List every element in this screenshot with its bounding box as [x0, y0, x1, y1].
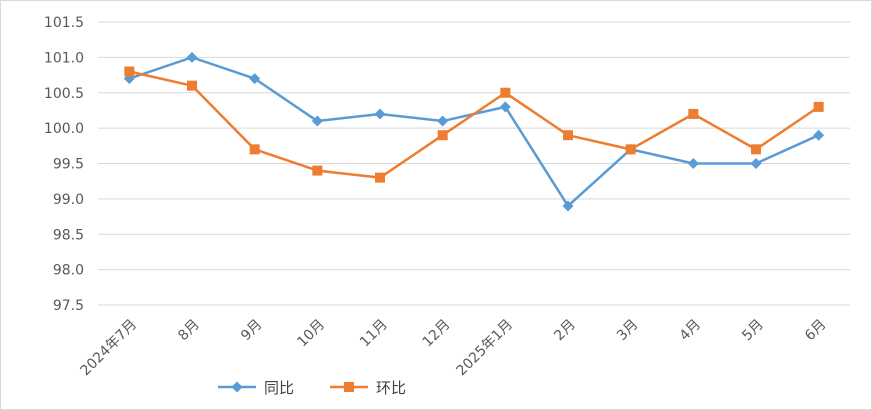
data-point [437, 115, 449, 127]
data-point [562, 200, 574, 212]
data-point [437, 130, 448, 141]
data-point [750, 158, 762, 169]
data-point [813, 129, 825, 141]
x-tick-label: 3月 [614, 317, 642, 345]
x-axis-tick-labels: 2024年7月 8月 9月 10月 11月 12月 2025年1月 2月 3月 4月 5月 6月 [78, 317, 830, 380]
x-tick-label: 11月 [357, 317, 391, 351]
data-point [249, 144, 260, 155]
y-tick-label: 100.5 [44, 86, 84, 102]
x-tick-label: 6月 [802, 317, 830, 345]
x-tick-label: 12月 [420, 317, 454, 351]
legend-label: 同比 [264, 379, 294, 397]
y-tick-label: 98.0 [53, 263, 84, 279]
data-point [688, 108, 699, 119]
y-tick-label: 101.5 [44, 15, 84, 31]
data-point [249, 73, 261, 85]
data-point [813, 101, 824, 112]
y-axis-tick-labels: 97.5 98.0 98.5 99.0 99.5 100.0 100.5 101.0 101.5 [44, 15, 84, 314]
data-point [751, 144, 761, 155]
y-tick-label: 97.5 [53, 298, 84, 314]
data-point [563, 130, 573, 141]
gridlines [98, 21, 850, 306]
x-tick-label: 2月 [551, 317, 579, 345]
x-tick-label: 2025年1月 [454, 317, 517, 380]
legend-label: 环比 [376, 379, 406, 397]
data-point [500, 87, 511, 98]
x-tick-label: 5月 [739, 317, 767, 345]
data-point [311, 115, 323, 127]
data-point [625, 144, 636, 155]
series-line-1 [128, 56, 820, 208]
x-tick-label: 10月 [294, 317, 328, 351]
series-line-2 [129, 70, 820, 179]
y-tick-label: 99.5 [53, 157, 84, 173]
data-point [187, 80, 197, 91]
y-tick-label: 99.0 [53, 192, 84, 208]
data-point [375, 172, 385, 183]
x-tick-label: 9月 [238, 317, 266, 345]
y-tick-label: 100.0 [44, 121, 84, 137]
data-point [499, 101, 511, 113]
data-point [124, 66, 135, 77]
legend-marker [344, 382, 354, 392]
x-tick-label: 8月 [175, 317, 203, 345]
x-tick-label: 2024年7月 [78, 317, 141, 380]
data-point [312, 165, 323, 176]
legend: 同比 环比 [218, 379, 406, 397]
x-tick-label: 4月 [677, 317, 705, 345]
data-point [374, 108, 386, 120]
data-point [687, 158, 699, 169]
y-tick-label: 98.5 [53, 227, 84, 243]
legend-marker [231, 381, 243, 393]
data-point [186, 51, 198, 63]
y-tick-label: 101.0 [44, 50, 84, 66]
series-layer [123, 51, 825, 212]
